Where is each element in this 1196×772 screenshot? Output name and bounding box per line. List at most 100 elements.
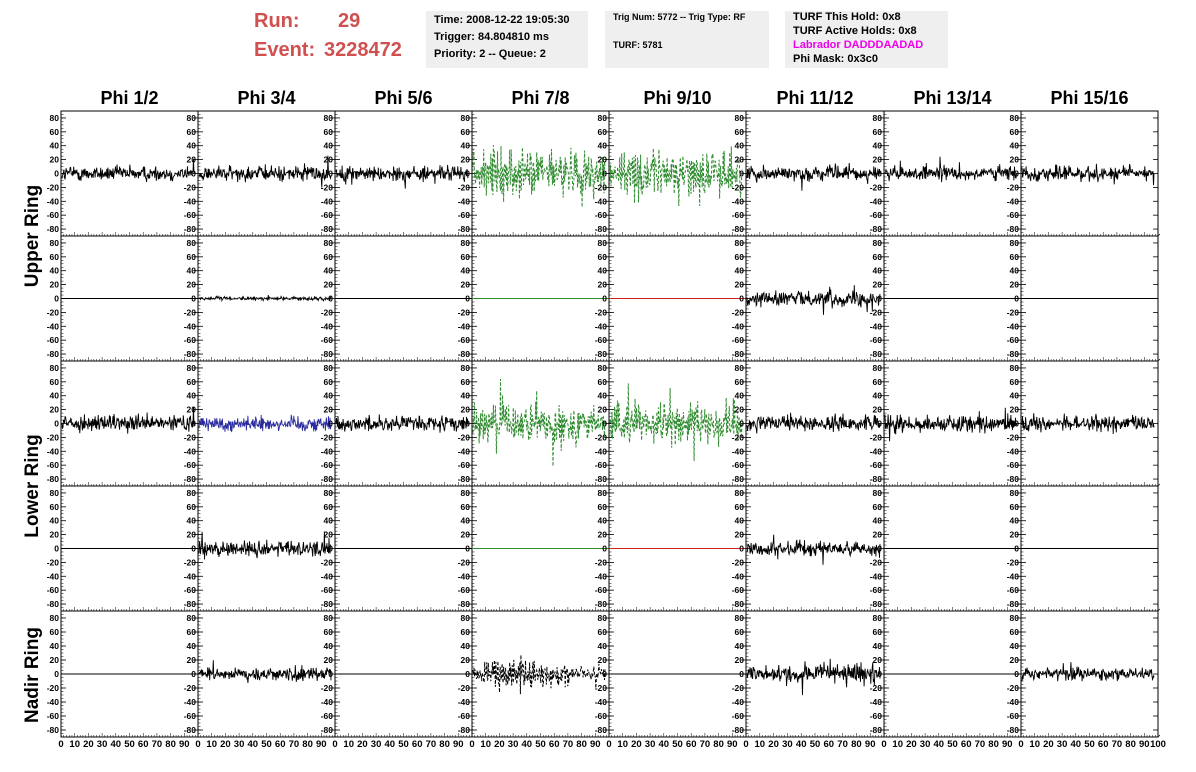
y-tick-label: 20	[461, 405, 471, 415]
panel-r5-c4: 80 60 40 20 0 -20 -40 -60 -80	[458, 610, 610, 738]
panel-r3-c7: 80 60 40 20 0 -20 -40 -60 -80	[870, 360, 1022, 487]
y-tick-label: -40	[321, 196, 334, 206]
y-tick-label: 20	[187, 155, 197, 165]
y-tick-label: 80	[187, 488, 197, 498]
waveform-trace	[746, 534, 881, 565]
x-tick-label: 100	[1150, 739, 1166, 750]
run-label: Run:	[254, 10, 300, 32]
waveform-trace	[609, 146, 743, 207]
y-tick-label: -60	[47, 335, 60, 345]
x-tick-label: 90	[453, 739, 464, 750]
y-tick-label: -20	[732, 307, 745, 317]
y-tick-label: -60	[47, 460, 60, 470]
y-tick-label: 0	[1014, 169, 1019, 179]
y-tick-label: -80	[732, 474, 745, 484]
y-tick-label: -80	[732, 599, 745, 609]
x-tick-label: 0	[332, 739, 337, 750]
y-tick-label: 60	[873, 377, 883, 387]
y-tick-label: -20	[870, 683, 883, 693]
y-tick-label: 0	[191, 669, 196, 679]
y-tick-label: -40	[321, 321, 334, 331]
y-tick-label: -20	[870, 557, 883, 567]
x-tick-label: 70	[289, 739, 300, 750]
y-tick-label: 80	[1010, 613, 1020, 623]
waveform-trace	[746, 412, 881, 434]
y-tick-label: 20	[598, 530, 608, 540]
event-label: Event:	[254, 39, 316, 61]
y-tick-label: 80	[324, 488, 334, 498]
y-tick-label: 40	[598, 391, 608, 401]
y-tick-label: 40	[324, 641, 334, 651]
x-tick-label: 10	[480, 739, 491, 750]
y-tick-label: -80	[47, 224, 60, 234]
y-tick-label: -80	[321, 224, 334, 234]
x-tick-label: 70	[837, 739, 848, 750]
y-tick-label: -20	[595, 307, 608, 317]
x-tick-label: 80	[713, 739, 724, 750]
y-tick-label: 60	[50, 627, 60, 637]
y-tick-label: 20	[735, 530, 745, 540]
y-tick-label: 0	[191, 294, 196, 304]
y-tick-label: 80	[50, 613, 60, 623]
y-tick-label: 20	[735, 155, 745, 165]
x-tick-label: 20	[1043, 739, 1054, 750]
y-tick-label: -60	[184, 711, 197, 721]
panel-r2-c8: 80 60 40 20 0 -20 -40 -60 -80	[1007, 235, 1159, 362]
column-title-phi-7-8: Phi 7/8	[511, 88, 569, 108]
y-tick-label: 80	[50, 113, 60, 123]
turf-info-box: TURF This Hold: 0x8 TURF Active Holds: 0…	[785, 11, 948, 68]
y-tick-label: 40	[598, 141, 608, 151]
column-title-phi-5-6: Phi 5/6	[374, 88, 432, 108]
y-tick-label: 60	[461, 252, 471, 262]
y-tick-label: -40	[184, 321, 197, 331]
y-tick-label: 80	[187, 238, 197, 248]
y-tick-label: 60	[324, 377, 334, 387]
time-text: Time: 2008-12-22 19:05:30	[434, 14, 570, 26]
y-tick-label: 40	[50, 641, 60, 651]
y-tick-label: 80	[461, 238, 471, 248]
y-tick-label: -80	[595, 599, 608, 609]
y-tick-label: 20	[598, 280, 608, 290]
y-tick-label: 20	[50, 155, 60, 165]
time-info-box: Time: 2008-12-22 19:05:30 Trigger: 84.80…	[426, 11, 588, 68]
y-tick-label: -60	[458, 210, 471, 220]
x-tick-label: 10	[1029, 739, 1040, 750]
y-tick-label: 20	[187, 655, 197, 665]
y-tick-label: -40	[1007, 321, 1020, 331]
x-tick-label: 40	[659, 739, 670, 750]
x-tick-label: 60	[961, 739, 972, 750]
y-tick-label: 20	[1010, 280, 1020, 290]
y-tick-label: -80	[321, 599, 334, 609]
y-tick-label: 40	[461, 141, 471, 151]
x-tick-label: 0	[58, 739, 63, 750]
waveform-trace	[1021, 413, 1155, 435]
waveform-trace	[472, 378, 606, 467]
x-tick-label: 60	[275, 739, 286, 750]
y-tick-label: -60	[321, 585, 334, 595]
y-tick-label: -60	[870, 711, 883, 721]
panel-r2-c6: 80 60 40 20 0 -20 -40 -60 -80	[732, 235, 885, 362]
waveform-trace	[335, 164, 469, 189]
column-title-phi-15-16: Phi 15/16	[1050, 88, 1128, 108]
y-tick-label: -80	[321, 474, 334, 484]
y-tick-label: 60	[873, 127, 883, 137]
y-tick-label: -60	[732, 460, 745, 470]
y-tick-label: 60	[461, 127, 471, 137]
y-tick-label: 0	[54, 169, 59, 179]
y-tick-label: 0	[328, 169, 333, 179]
y-tick-label: 0	[328, 294, 333, 304]
y-tick-label: -80	[184, 349, 197, 359]
panel-r2-c4: 80 60 40 20 0 -20 -40 -60 -80	[458, 235, 610, 362]
y-tick-label: 20	[324, 155, 334, 165]
panel-r1-c4: 80 60 40 20 0 -20 -40 -60 -80	[458, 110, 610, 237]
y-tick-label: 60	[1010, 627, 1020, 637]
panel-r3-c2: 80 60 40 20 0 -20 -40 -60 -80	[184, 360, 336, 487]
y-tick-label: 40	[873, 641, 883, 651]
x-tick-label: 0	[881, 739, 886, 750]
x-tick-label: 50	[124, 739, 135, 750]
x-tick-label: 90	[316, 739, 327, 750]
y-tick-label: 0	[191, 544, 196, 554]
y-tick-label: -80	[732, 349, 745, 359]
y-tick-label: 60	[598, 252, 608, 262]
y-tick-label: -20	[321, 307, 334, 317]
